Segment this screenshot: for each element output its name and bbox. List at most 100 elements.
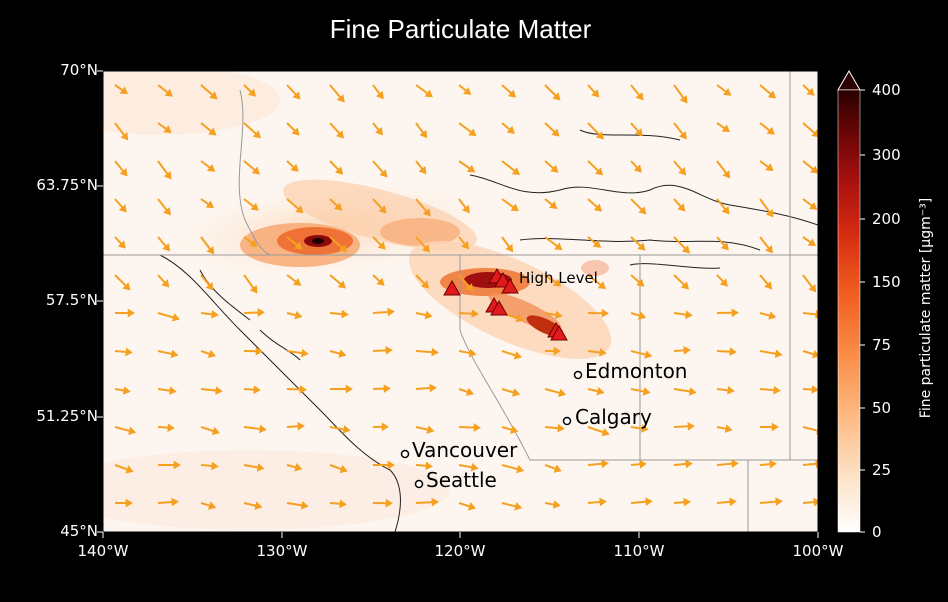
city-label-seattle: Seattle: [426, 468, 497, 492]
wind-arrow-head: [209, 91, 218, 100]
colorbar-tick-label: 25: [872, 461, 892, 479]
wind-arrow-head: [461, 204, 470, 214]
city-markers: [400, 370, 583, 489]
wind-arrow-head: [119, 168, 128, 177]
wind-arrow-head: [551, 128, 560, 137]
wind-arrow-head: [122, 282, 131, 291]
lon-tick-label: 140°W: [77, 542, 129, 560]
wind-arrow-head: [119, 86, 129, 95]
wind-arrow-head: [552, 278, 562, 287]
wind-arrow-head: [118, 204, 127, 213]
wind-arrow-head: [120, 132, 129, 141]
wind-arrow-head: [205, 282, 214, 291]
wind-arrow-head: [679, 95, 688, 104]
wind-arrow-head: [645, 497, 653, 507]
wind-arrow-head: [378, 205, 387, 214]
wind-arrow-head: [251, 166, 261, 175]
wind-arrow-head: [677, 203, 686, 212]
wind-arrow-head: [385, 498, 393, 508]
wind-arrow-head: [418, 165, 427, 175]
wind-arrow-head: [299, 385, 307, 394]
wind-arrow-head: [254, 501, 263, 510]
wind-arrow-head: [638, 311, 647, 320]
wind-arrow-head: [552, 500, 561, 509]
fire-marker: [490, 299, 508, 316]
wind-arrow-head: [515, 314, 524, 323]
wind-arrow-head: [338, 349, 347, 358]
wind-arrow-head: [375, 127, 384, 136]
wind-arrow-head: [249, 239, 258, 247]
wind-arrow-head: [807, 238, 817, 247]
wind-arrow-head: [163, 125, 172, 133]
lon-tick-label: 130°W: [256, 542, 308, 560]
wind-arrow-head: [642, 387, 651, 396]
wind-arrow-head: [773, 385, 781, 395]
wind-arrow-head: [290, 163, 299, 172]
wind-arrow-head: [683, 497, 691, 507]
wind-arrow-head: [387, 460, 395, 470]
wind-arrow-head: [211, 426, 220, 436]
city-dot-edmonton: [573, 370, 583, 380]
wind-arrow-head: [681, 245, 690, 254]
wind-arrow-head: [339, 499, 347, 509]
wind-arrow-head: [811, 129, 818, 138]
wind-arrow-head: [206, 246, 215, 255]
wind-arrow-head: [424, 310, 433, 320]
wind-arrow-head: [421, 244, 431, 253]
wind-arrow-head: [375, 90, 384, 100]
wind-arrow-head: [162, 243, 171, 252]
map-title: Fine Particulate Matter: [329, 14, 592, 44]
wind-arrow-head: [431, 347, 439, 357]
lon-tick-label: 110°W: [613, 542, 665, 560]
wind-arrow-head: [599, 497, 607, 507]
wind-arrow-head: [511, 388, 521, 397]
wind-arrow-head: [815, 310, 818, 319]
wind-arrow-head: [161, 279, 170, 288]
wind-arrow-head: [215, 386, 223, 395]
wind-arrow-head: [553, 464, 562, 473]
fire-marker: [443, 279, 461, 296]
wind-arrow-head: [425, 461, 433, 471]
colorbar: [837, 70, 865, 533]
wind-arrow-head: [729, 497, 737, 507]
wind-arrow-head: [208, 127, 217, 136]
wind-arrow-head: [593, 203, 603, 212]
wind-arrow-head: [163, 207, 171, 216]
wind-arrow-head: [639, 459, 647, 469]
wind-arrow-head: [208, 501, 217, 510]
colorbar-tick-label: 200: [872, 210, 901, 228]
wind-arrow-head: [550, 164, 559, 173]
wind-arrow-head: [637, 242, 646, 251]
wind-arrow-head: [599, 348, 607, 357]
wind-arrow-head: [601, 459, 609, 469]
wind-arrow-head: [635, 92, 644, 101]
wind-arrow-head: [294, 310, 303, 320]
wind-arrow-head: [680, 281, 690, 290]
wind-arrow-head: [336, 94, 345, 103]
axis-ticks: [97, 70, 819, 538]
wind-arrow-head: [171, 497, 179, 507]
lat-tick-label: 51.25°N: [36, 407, 98, 425]
wind-arrow-head: [775, 497, 783, 506]
wind-arrow-head: [465, 283, 474, 292]
wind-arrow-head: [171, 313, 181, 322]
city-label-high-level: High Level: [519, 269, 598, 287]
lat-tick-label: 57.5°N: [45, 291, 98, 309]
wind-arrow-head: [294, 463, 303, 472]
wind-arrow-head: [810, 165, 818, 174]
wind-arrow-head: [554, 242, 563, 251]
wind-arrow-head: [342, 425, 351, 434]
wind-arrow-head: [257, 308, 265, 317]
wind-arrow-head: [808, 201, 818, 210]
wind-arrow-head: [339, 464, 348, 474]
fire-marker: [501, 277, 519, 294]
wind-arrow-head: [774, 349, 783, 359]
wind-arrow-head: [468, 128, 477, 137]
wind-arrow-head: [383, 384, 391, 393]
lat-tick-label: 70°N: [60, 61, 98, 79]
wind-arrow-head: [688, 387, 697, 396]
borders: [103, 71, 818, 532]
city-label-calgary: Calgary: [575, 405, 652, 429]
wind-arrow-head: [554, 310, 563, 320]
